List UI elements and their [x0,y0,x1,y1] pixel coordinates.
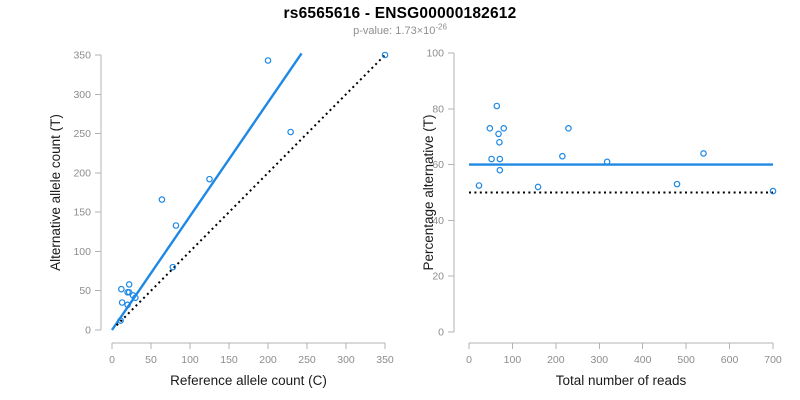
data-point [117,317,124,324]
y-tick-label: 50 [79,285,91,297]
y-tick-label: 80 [432,103,444,115]
data-point [486,125,494,132]
dotted-reference-line [115,53,387,326]
data-point [496,155,504,163]
y-axis: 0 20 40 60 80 100 [426,48,455,339]
x-tick-label: 600 [721,354,739,366]
y-tick-label: 250 [73,128,91,140]
x-tick-label: 200 [259,354,277,366]
data-point [206,175,213,183]
x-axis: 0 50 100 150 200 250 300 350 [109,342,394,366]
data-point [169,263,177,271]
data-point [673,180,681,188]
x-tick-label: 100 [181,354,199,366]
x-tick-label: 100 [504,354,522,366]
y-tick-label: 0 [438,327,444,339]
x-tick-label: 0 [466,354,472,366]
y-axis: 0 50 100 150 200 250 300 350 [73,50,102,337]
x-axis-title: Reference allele count (C) [170,373,327,388]
x-axis-title: Total number of reads [556,373,687,388]
data-point [488,155,495,163]
data-point [125,288,133,296]
data-point [493,102,501,110]
data-point [287,128,294,136]
x-tick-label: 0 [109,354,115,366]
y-tick-label: 60 [432,159,444,171]
y-axis-title: Percentage alternative (T) [421,114,436,270]
data-point [534,183,542,191]
x-tick-label: 500 [677,354,695,366]
data-point [118,299,126,306]
left-plot: 0 50 100 150 200 250 300 350 0 50 100 150 200 250 300 3… [48,50,394,389]
data-point [603,158,611,166]
data-points [117,51,389,324]
data-point [496,138,503,146]
data-points [475,102,777,195]
x-tick-label: 50 [145,354,157,366]
data-point [264,57,272,64]
data-point [118,285,125,293]
y-tick-label: 350 [73,50,91,62]
data-point [769,187,777,195]
data-point [125,281,133,288]
y-tick-label: 0 [85,325,91,337]
data-point [495,130,502,138]
y-tick-label: 200 [73,167,91,179]
x-tick-label: 300 [337,354,355,366]
y-axis-title: Alternative allele count (T) [48,114,63,271]
data-point [559,152,566,160]
x-tick-label: 250 [298,354,316,366]
data-point [496,166,504,174]
data-point [172,222,180,229]
right-plot: 0 20 40 60 80 100 0 100 200 300 400 500 600 700 Total … [421,48,782,389]
data-point [700,150,707,157]
x-tick-label: 350 [376,354,394,366]
y-tick-label: 300 [73,89,91,101]
x-tick-label: 400 [634,354,652,366]
data-point [132,294,139,302]
x-tick-label: 200 [547,354,565,366]
y-tick-label: 40 [432,215,444,227]
x-axis: 0 100 200 300 400 500 600 700 [466,342,782,366]
data-point [124,301,131,309]
data-point [475,182,483,189]
x-tick-label: 300 [591,354,609,366]
y-tick-label: 150 [73,207,91,219]
data-point [158,196,166,203]
y-tick-label: 100 [426,48,444,60]
data-point [500,125,508,132]
data-point [565,125,572,132]
y-tick-label: 100 [73,246,91,258]
x-tick-label: 150 [220,354,238,366]
y-tick-label: 20 [432,271,444,283]
x-tick-label: 700 [764,354,782,366]
fit-line [111,52,303,331]
data-point [381,51,389,59]
